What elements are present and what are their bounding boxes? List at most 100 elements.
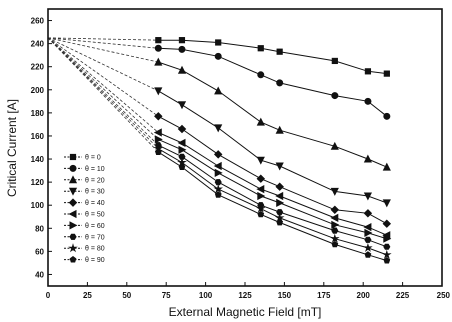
data-point <box>364 97 372 105</box>
data-point <box>383 257 391 264</box>
data-point <box>154 44 162 52</box>
data-point <box>275 182 284 191</box>
data-point <box>330 141 339 150</box>
data-point <box>257 45 264 52</box>
data-point <box>383 70 390 77</box>
series-line <box>158 39 387 75</box>
data-point <box>215 39 222 46</box>
y-tick-label: 260 <box>31 17 45 26</box>
series-line <box>158 115 388 225</box>
data-point <box>364 236 372 243</box>
data-point <box>214 191 222 198</box>
data-point <box>276 218 284 226</box>
data-point <box>275 162 284 171</box>
data-point <box>177 101 187 110</box>
data-point <box>383 243 391 250</box>
series-line-initial <box>47 37 159 149</box>
x-tick-label: 225 <box>396 291 410 300</box>
data-point <box>363 154 372 163</box>
series-line-initial <box>47 37 159 153</box>
legend-marker <box>69 164 77 172</box>
x-tick-label: 25 <box>83 291 92 300</box>
data-point <box>256 203 266 213</box>
data-point <box>257 191 266 201</box>
data-point <box>154 135 163 144</box>
data-point <box>363 192 372 201</box>
legend-label: θ = 90 <box>85 257 105 264</box>
y-tick-label: 80 <box>35 224 44 233</box>
series-line <box>158 61 387 168</box>
x-tick-label: 50 <box>122 291 131 300</box>
series-line <box>158 144 387 248</box>
data-point <box>213 150 223 159</box>
data-point <box>256 117 265 126</box>
data-point <box>364 228 373 237</box>
legend-marker <box>69 153 77 161</box>
legend-label: θ = 0 <box>85 155 101 162</box>
data-point <box>256 156 265 165</box>
data-point <box>330 205 340 215</box>
legend-label: θ = 60 <box>85 223 105 230</box>
data-point <box>256 174 266 183</box>
x-tick-label: 175 <box>317 291 331 300</box>
data-point <box>178 45 186 53</box>
series-line-initial <box>47 37 159 49</box>
data-point <box>276 79 284 87</box>
data-point <box>331 92 339 100</box>
series-line-initial <box>47 37 159 92</box>
data-point <box>275 125 284 134</box>
plot-frame <box>47 8 443 287</box>
data-point <box>154 112 163 121</box>
series-line-initial <box>47 37 159 133</box>
data-point <box>383 234 392 243</box>
y-tick-label: 40 <box>35 270 44 279</box>
data-point <box>257 210 265 218</box>
y-axis-title: Critical Current [A] <box>5 99 19 197</box>
x-axis-title: External Magnetic Field [mT] <box>169 305 322 319</box>
y-tick-label: 180 <box>31 109 45 118</box>
x-tick-label: 200 <box>357 291 371 300</box>
data-point <box>177 65 187 74</box>
data-point <box>178 163 186 170</box>
y-tick-label: 120 <box>31 178 45 187</box>
data-point <box>329 233 340 243</box>
legend-marker <box>68 187 78 196</box>
data-point <box>178 37 186 44</box>
series-line <box>158 47 388 117</box>
data-point <box>177 124 187 134</box>
data-point <box>256 185 265 194</box>
y-tick-label: 60 <box>35 247 44 256</box>
y-tick-label: 100 <box>31 201 45 210</box>
legend-label: θ = 30 <box>85 189 105 196</box>
data-point <box>155 37 162 44</box>
data-point <box>214 124 223 133</box>
data-point <box>382 162 391 171</box>
y-tick-label: 140 <box>31 155 45 164</box>
data-point <box>383 112 391 120</box>
legend-marker <box>68 198 78 207</box>
data-point <box>363 209 373 218</box>
x-tick-label: 250 <box>437 291 451 300</box>
series-line-initial <box>47 37 159 117</box>
y-tick-label: 220 <box>31 63 45 72</box>
legend-marker <box>68 209 77 219</box>
x-tick-label: 75 <box>162 291 171 300</box>
data-point <box>364 68 372 75</box>
x-tick-label: 100 <box>199 291 213 300</box>
data-point <box>331 220 340 229</box>
data-point <box>153 128 162 137</box>
legend-label: θ = 80 <box>85 246 105 253</box>
data-point <box>382 219 392 228</box>
series-line-initial <box>47 37 159 63</box>
legend-label: θ = 10 <box>85 166 105 173</box>
x-tick-label: 0 <box>46 291 51 300</box>
data-point <box>364 251 372 258</box>
legend-marker <box>69 233 77 240</box>
data-point <box>363 223 372 232</box>
series-line <box>158 138 387 240</box>
series-line-initial <box>47 37 159 146</box>
data-point <box>331 227 339 234</box>
legend-marker <box>68 175 78 184</box>
y-tick-label: 160 <box>31 132 45 141</box>
